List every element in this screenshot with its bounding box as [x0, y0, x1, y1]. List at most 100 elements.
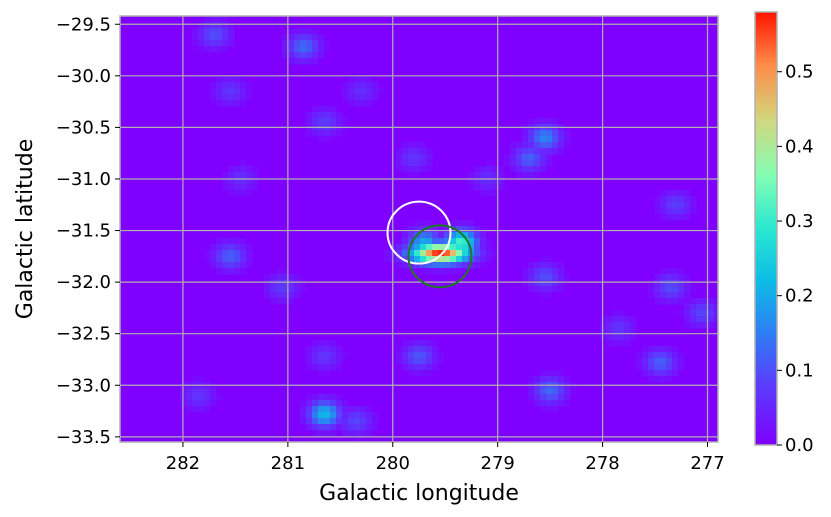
heatmap-cell [228, 82, 235, 89]
heatmap-cell [192, 376, 199, 383]
heatmap-cell [546, 406, 553, 413]
heatmap-cell [288, 280, 295, 287]
heatmap-cell [420, 232, 427, 239]
heatmap-cell [492, 250, 499, 257]
heatmap-cell [228, 28, 235, 35]
heatmap-cell [408, 172, 415, 179]
heatmap-cell [666, 274, 673, 281]
heatmap-cell [192, 400, 199, 407]
heatmap-cell [558, 280, 565, 287]
heatmap-cell [684, 202, 691, 209]
heatmap-cell [360, 88, 367, 95]
heatmap-cell [288, 46, 295, 53]
heatmap-cell [282, 40, 289, 47]
heatmap-cell [672, 268, 679, 275]
heatmap-cell [642, 346, 649, 353]
heatmap-cell [222, 46, 229, 53]
heatmap-cell [690, 208, 697, 215]
heatmap-cell [222, 178, 229, 185]
heatmap-cell [204, 388, 211, 395]
heatmap-cell [342, 82, 349, 89]
heatmap-cell [204, 22, 211, 29]
heatmap-cell [318, 106, 325, 113]
heatmap-cell [234, 88, 241, 95]
heatmap-cell [312, 106, 319, 113]
heatmap-cell [480, 238, 487, 245]
heatmap-cell [234, 184, 241, 191]
heatmap-cell [240, 244, 247, 251]
heatmap-cell [402, 262, 409, 269]
heatmap-cell [492, 190, 499, 197]
heatmap-cell [414, 370, 421, 377]
heatmap-cell [660, 346, 667, 353]
heatmap-cell [366, 430, 373, 437]
heatmap-cell [234, 178, 241, 185]
heatmap-cell [474, 244, 481, 251]
heatmap-cell [216, 16, 223, 23]
heatmap-cell [288, 52, 295, 59]
heatmap-cell [348, 88, 355, 95]
heatmap-cell [426, 256, 433, 263]
heatmap-cell [696, 310, 703, 317]
heatmap-cell [240, 76, 247, 83]
heatmap-cell [186, 406, 193, 413]
heatmap-cell [654, 376, 661, 383]
heatmap-cell [234, 262, 241, 269]
heatmap-cell [456, 226, 463, 233]
heatmap-cell [246, 172, 253, 179]
heatmap-cell [696, 304, 703, 311]
heatmap-cell [240, 238, 247, 245]
heatmap-cell [558, 262, 565, 269]
heatmap-cell [324, 46, 331, 53]
colorbar-tick-label: 0.2 [785, 286, 814, 307]
heatmap-cell [606, 334, 613, 341]
heatmap-cell [216, 76, 223, 83]
region-circle [407, 224, 473, 289]
heatmap-cell [204, 28, 211, 35]
heatmap-cell [426, 226, 433, 233]
heatmap-cell [246, 190, 253, 197]
heatmap-cell [324, 340, 331, 347]
heatmap-cell [210, 82, 217, 89]
heatmap-cell [246, 178, 253, 185]
heatmap-cell [690, 202, 697, 209]
heatmap-cell [354, 82, 361, 89]
heatmap-cell [432, 250, 439, 257]
heatmap-cell [234, 256, 241, 263]
heatmap-cell [636, 352, 643, 359]
heatmap-cell [648, 370, 655, 377]
heatmap-cell [630, 334, 637, 341]
heatmap-cell [216, 250, 223, 257]
heatmap-cell [450, 232, 457, 239]
heatmap-cell [366, 424, 373, 431]
heatmap-cell [708, 322, 715, 329]
heatmap-cell [678, 298, 685, 305]
heatmap-cell [228, 184, 235, 191]
heatmap-cell [318, 358, 325, 365]
heatmap-cell [420, 352, 427, 359]
heatmap-cell [354, 100, 361, 107]
heatmap-cell [552, 406, 559, 413]
heatmap-cell [564, 388, 571, 395]
heatmap-cell [318, 400, 325, 407]
heatmap-cell [690, 196, 697, 203]
heatmap-cell [438, 238, 445, 245]
heatmap-cell [234, 238, 241, 245]
heatmap-cell [516, 148, 523, 155]
colorbar-tick-label: 0.0 [785, 435, 814, 456]
heatmap-cell [420, 364, 427, 371]
heatmap-cell [324, 40, 331, 47]
heatmap-cell [330, 340, 337, 347]
heatmap-cell [336, 400, 343, 407]
heatmap-cell [306, 40, 313, 47]
heatmap-cell [198, 34, 205, 41]
heatmap-cell [282, 34, 289, 41]
x-axis-title: Galactic longitude [319, 481, 519, 506]
heatmap-cell [336, 358, 343, 365]
heatmap-cell [402, 166, 409, 173]
heatmap-cell [702, 298, 709, 305]
heatmap-cell [684, 214, 691, 221]
heatmap-cell [420, 154, 427, 161]
heatmap-cell [612, 328, 619, 335]
y-axis-ticks: −29.5 −30.0 −30.5 −31.0 −31.5 −32.0 −32.5 −33.0… [56, 14, 120, 448]
